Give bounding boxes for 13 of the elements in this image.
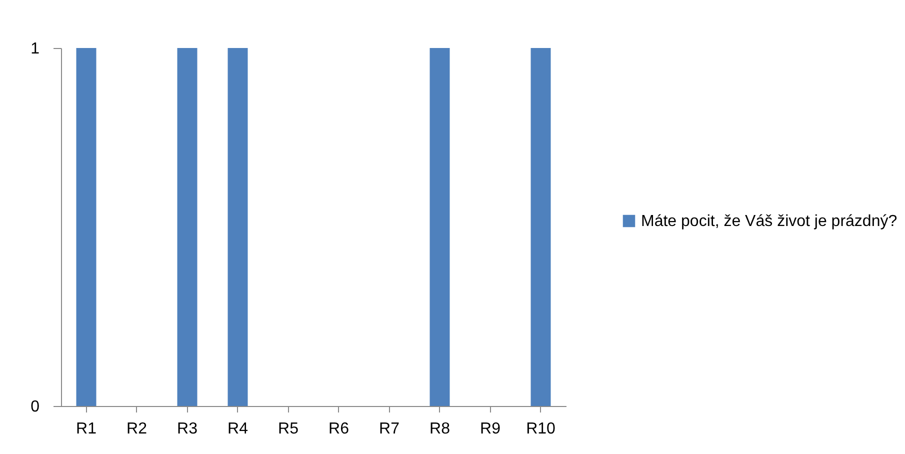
y-tick-label: 1 (30, 40, 40, 58)
x-tick-label: R6 (328, 420, 350, 438)
legend-label: Máte pocit, že Váš život je prázdný? (641, 213, 898, 230)
x-tick-label: R7 (379, 420, 400, 438)
x-tick-label: R8 (430, 420, 450, 438)
x-tick-label: R10 (526, 420, 556, 438)
x-tick-label: R2 (126, 420, 148, 438)
x-tick-label: R4 (228, 420, 248, 438)
x-tick-label: R5 (278, 420, 299, 438)
x-tick-label: R9 (480, 420, 501, 438)
x-tick-label: R3 (177, 420, 198, 438)
x-tick-label: R1 (76, 420, 97, 438)
y-tick-label: 0 (30, 398, 40, 416)
